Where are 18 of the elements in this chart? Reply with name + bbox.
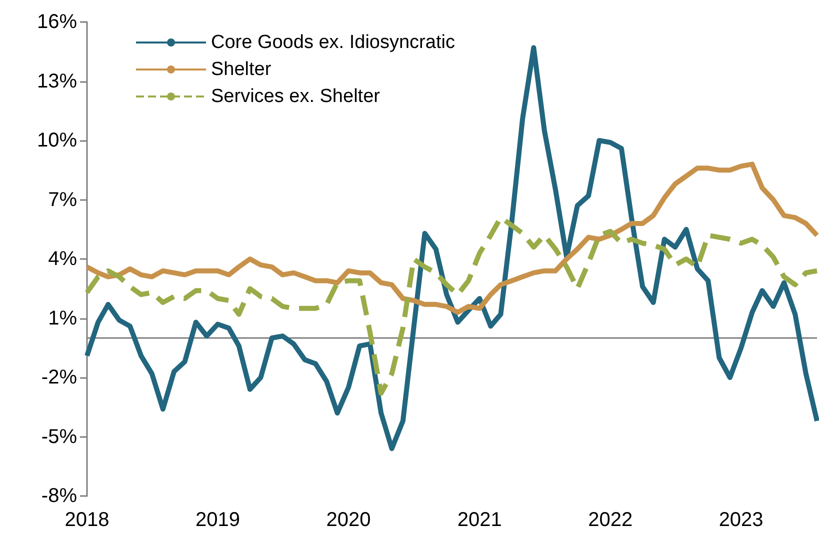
y-tick-label: 7% (48, 188, 78, 211)
y-tick-label: -5% (41, 426, 78, 448)
x-tick-label: 2020 (326, 509, 371, 531)
legend-label: Shelter (211, 59, 272, 80)
y-tick-label: 13% (36, 70, 78, 92)
x-tick-label: 2019 (195, 509, 240, 531)
x-tick-label: 2023 (718, 509, 764, 531)
x-tick-label: 2022 (588, 509, 633, 531)
y-tick-label: 10% (36, 130, 78, 152)
y-tick-label: -8% (41, 485, 78, 507)
y-tick-label: 16% (36, 11, 78, 33)
x-tick-label: 2021 (457, 509, 502, 531)
y-tick-label: 4% (48, 248, 78, 270)
legend-label: Core Goods ex. Idiosyncratic (211, 32, 455, 53)
legend-label: Services ex. Shelter (211, 86, 381, 107)
y-tick-label: -2% (41, 366, 78, 388)
y-tick-label: 1% (48, 307, 78, 330)
x-tick-label: 2018 (64, 509, 110, 531)
